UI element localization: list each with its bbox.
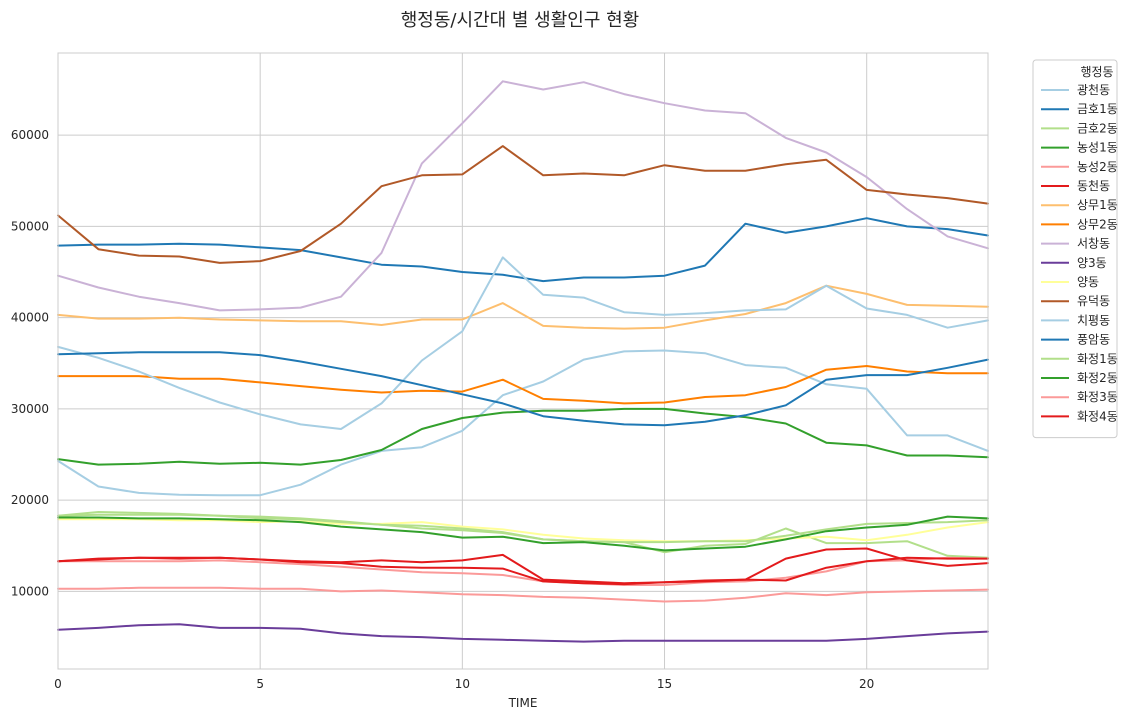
- series-line-16: [57, 515, 989, 552]
- x-axis-label: TIME: [508, 696, 538, 710]
- series-line-11: [57, 518, 989, 543]
- series-line-17: [57, 586, 989, 603]
- series-line-15: [57, 511, 989, 544]
- legend-label: 서창동: [1077, 237, 1110, 251]
- y-tick-label: 50000: [11, 219, 49, 233]
- legend-label: 유덕동: [1077, 294, 1110, 308]
- y-tick-label: 40000: [11, 311, 49, 325]
- legend-label: 화정4동: [1077, 409, 1118, 423]
- plot-area: [58, 53, 988, 669]
- series-line-12: [57, 145, 989, 264]
- legend-label: 광천동: [1077, 82, 1110, 97]
- series-line-2: [57, 217, 989, 283]
- legend-label: 농성2동: [1077, 160, 1118, 174]
- legend-label: 치평동: [1077, 313, 1110, 327]
- series-line-18: [57, 547, 989, 586]
- y-tick-label: 20000: [11, 493, 49, 507]
- legend-label: 금호2동: [1077, 121, 1118, 135]
- legend-label: 화정1동: [1077, 352, 1118, 366]
- legend-label: 화정2동: [1077, 371, 1118, 385]
- legend-label: 상무1동: [1077, 198, 1118, 212]
- x-tick-label: 15: [657, 677, 672, 691]
- tick-labels: 0 5 10 15 20 10000 20000 30000 40000 50000 60000: [11, 128, 875, 691]
- legend-box: [1032, 59, 1118, 439]
- series-line-8: [57, 365, 989, 405]
- series-line-9: [57, 80, 989, 312]
- chart-title: 행정동/시간대 별 생활인구 현황: [400, 10, 640, 31]
- legend-label: 금호1동: [1077, 102, 1118, 116]
- series-line-10: [57, 623, 989, 643]
- series-line-7: [57, 284, 989, 330]
- series-line-5: [57, 556, 989, 586]
- legend-items: 광천동금호1동금호2동농성1동농성2동동천동상무1동상무2동서창동양3동양동유덕…: [1041, 82, 1118, 423]
- series-line-13: [57, 256, 989, 430]
- legend-label: 동천동: [1077, 178, 1110, 193]
- legend-label: 양동: [1077, 275, 1099, 289]
- legend: 행정동 광천동금호1동금호2동농성1동농성2동동천동상무1동상무2동서창동양3동…: [1032, 59, 1118, 439]
- legend-label: 화정3동: [1077, 390, 1118, 404]
- x-tick-label: 20: [859, 677, 874, 691]
- x-tick-label: 5: [256, 677, 264, 691]
- legend-label: 농성1동: [1077, 141, 1118, 155]
- y-tick-label: 30000: [11, 402, 49, 416]
- x-tick-label: 0: [54, 677, 62, 691]
- series-line-4: [57, 407, 989, 466]
- legend-title: 행정동: [1080, 64, 1113, 79]
- y-tick-label: 60000: [11, 128, 49, 142]
- series-lines: [57, 80, 989, 643]
- legend-label: 풍암동: [1077, 333, 1110, 347]
- legend-label: 양3동: [1077, 256, 1107, 270]
- plot-frame: [57, 52, 989, 670]
- series-line-14: [57, 351, 989, 427]
- x-tick-label: 10: [455, 677, 470, 691]
- legend-label: 상무2동: [1077, 217, 1118, 231]
- y-tick-label: 10000: [11, 584, 49, 598]
